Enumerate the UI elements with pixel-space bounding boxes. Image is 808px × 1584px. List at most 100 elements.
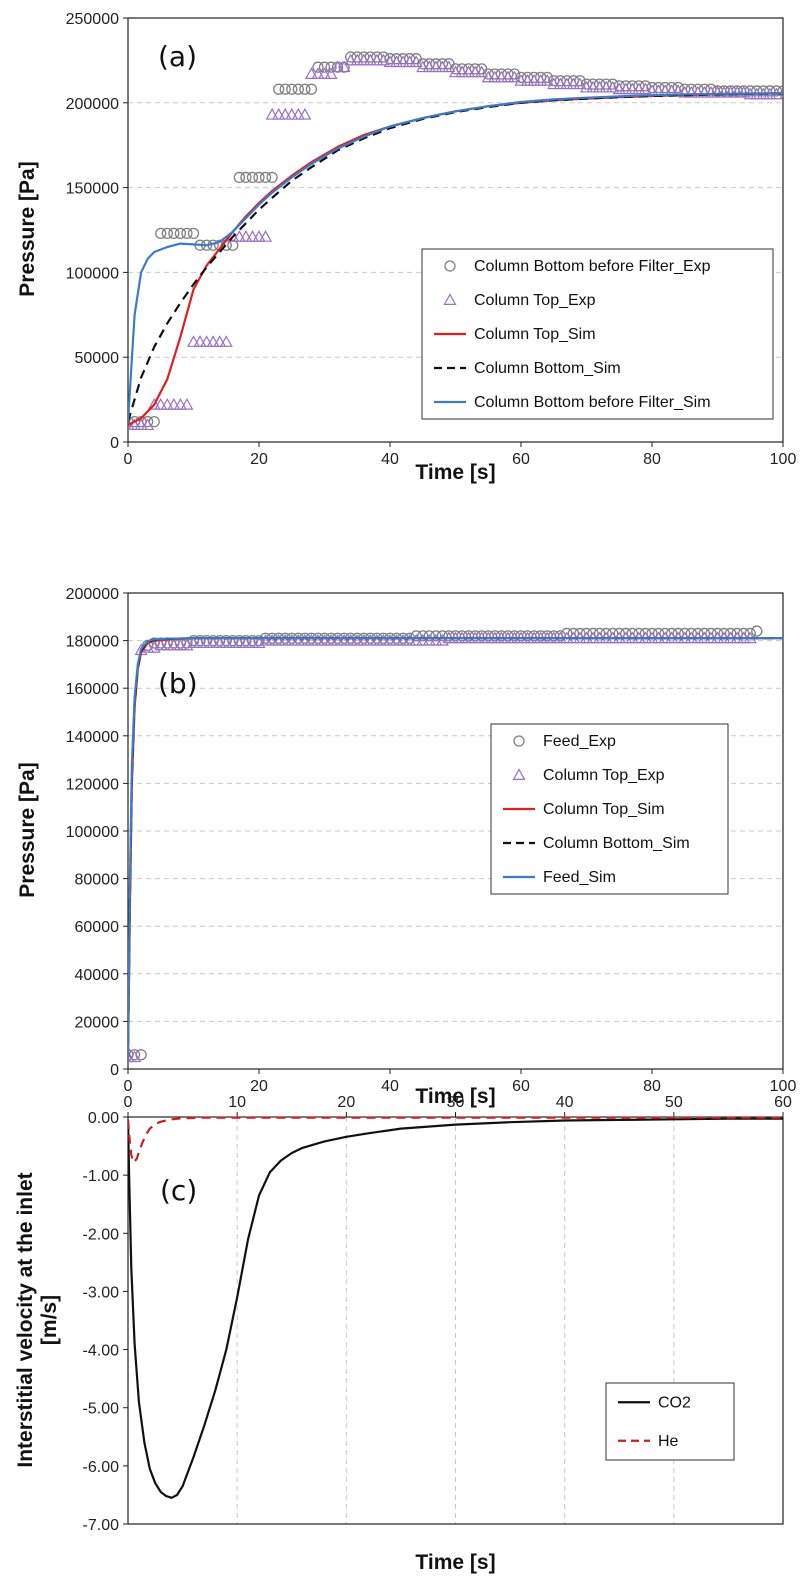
data-point-triangle [186,335,201,347]
data-point-triangle [357,633,371,646]
data-point-circle [292,83,304,95]
data-point-triangle [147,397,161,410]
x-tick-label: 100 [770,1078,797,1095]
data-point-triangle [180,397,194,410]
legend-item: Column Top_Sim [503,801,665,818]
data-point-triangle [239,636,253,648]
legend-circle-marker [513,735,525,747]
series-line [128,637,783,1058]
series-column-bottom-before-filter-sim [128,92,783,422]
data-point-triangle [678,85,692,98]
data-point-triangle [213,636,227,648]
series-co2 [128,1117,783,1499]
data-point-triangle [154,397,168,410]
data-point-circle [266,171,278,184]
data-point-triangle [193,636,207,648]
plot-frame [127,17,784,443]
data-point-triangle [494,70,508,83]
data-point-circle [423,630,435,642]
panel-label: (a) [158,40,197,73]
data-point-triangle [697,85,711,98]
data-point-circle [312,61,324,73]
legend-item: Column Bottom before Filter_Sim [434,394,711,411]
series-line [128,1117,783,1499]
legend-item: He [618,1433,679,1450]
data-point-triangle [566,77,580,90]
chart-panel-2: 0 20 40 60 80 1000200004000060000800001000001… [16,586,796,1108]
y-tick-label: 160000 [66,681,119,698]
y-axis-title-line: Interstitial velocity at the inlet [14,1172,37,1467]
legend-item: Column Bottom_Sim [434,360,621,377]
data-point-triangle [390,55,404,68]
data-point-triangle [167,638,181,651]
y-tick-label: 200000 [66,586,119,603]
data-point-triangle [200,636,214,648]
data-point-circle [233,171,246,184]
data-point-triangle [560,77,574,90]
data-point-triangle [167,397,181,410]
data-point-triangle [619,82,633,95]
data-point-triangle [272,107,286,120]
data-point-triangle [317,67,332,79]
data-point-circle [246,171,259,184]
data-point-triangle [632,82,646,95]
legend-label: Feed_Sim [543,869,616,886]
data-point-triangle [710,85,725,98]
data-point-circle [430,630,442,642]
data-point-triangle [337,60,351,73]
legend-label: CO2 [658,1394,691,1411]
y-axis-title-line: [m/s] [38,1295,61,1345]
data-point-circle [161,227,173,240]
data-point-triangle [547,77,561,90]
data-point-triangle [173,638,187,651]
data-point-circle [187,227,200,240]
data-point-triangle [501,70,515,83]
data-point-triangle [206,636,220,648]
data-point-triangle [128,1050,142,1063]
data-point-triangle [390,633,404,646]
data-point-triangle [259,230,273,242]
data-point-triangle [245,636,259,648]
x-axis-title: Time [s] [415,1551,495,1574]
legend-item: Feed_Sim [503,869,616,886]
data-point-triangle [534,74,548,86]
y-tick-label: 100000 [66,824,119,841]
series-group [128,625,783,1063]
data-point-triangle [540,74,554,86]
data-point-triangle [304,633,318,646]
y-tick-label: -2.00 [83,1226,120,1243]
data-point-triangle [363,633,377,646]
data-point-circle [181,227,193,240]
data-point-triangle [186,636,201,648]
data-point-triangle [514,74,528,86]
data-point-triangle [396,55,410,68]
data-point-triangle [226,636,240,648]
y-tick-label: 100000 [66,265,119,282]
data-point-triangle [278,633,292,646]
data-point-circle [286,83,298,95]
data-point-triangle [573,77,587,90]
data-point-triangle [422,633,436,646]
series-line [128,92,783,422]
data-point-triangle [606,80,620,93]
legend-label: Column Top_Exp [543,767,665,784]
data-point-triangle [272,633,286,646]
data-point-triangle [128,1050,135,1063]
data-point-circle [240,171,252,184]
x-tick-label: 60 [774,1094,792,1111]
data-point-circle [155,227,167,240]
data-point-triangle [521,74,535,86]
data-point-triangle [317,633,332,646]
legend-item: Column Top_Sim [434,326,596,343]
y-tick-label: 200000 [66,96,119,113]
y-tick-label: 250000 [66,11,119,28]
x-tick-label: 40 [556,1094,574,1111]
x-tick-label: 40 [381,1078,399,1095]
data-point-triangle [462,65,476,78]
data-point-triangle [265,107,279,120]
legend-box [421,248,774,420]
data-point-triangle [350,633,364,646]
data-point-triangle [278,107,292,120]
series-line [128,1116,783,1164]
data-point-triangle [737,85,751,98]
